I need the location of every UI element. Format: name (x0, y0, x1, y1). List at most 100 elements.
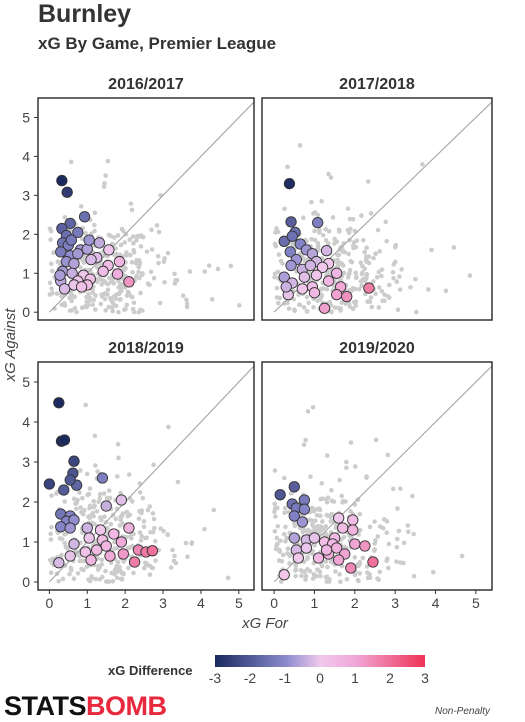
background-point (285, 164, 290, 170)
background-point (138, 538, 144, 543)
background-point (168, 565, 174, 570)
background-point (352, 239, 357, 245)
background-point (51, 250, 56, 256)
data-point (298, 503, 311, 515)
background-point (101, 491, 107, 496)
background-point (87, 513, 93, 519)
panel-title-0: 2016/2017 (108, 76, 184, 93)
background-point (346, 230, 352, 236)
background-point (112, 235, 117, 240)
background-point (128, 201, 134, 206)
y-tick-label: 4 (22, 414, 30, 430)
background-point (312, 237, 318, 243)
background-point (309, 199, 314, 205)
background-point (401, 540, 407, 546)
background-point (150, 565, 156, 571)
background-point (173, 560, 179, 566)
background-point (134, 238, 139, 243)
background-point (162, 256, 167, 261)
background-point (353, 270, 358, 276)
background-point (93, 576, 99, 582)
background-point (324, 453, 330, 458)
background-point (187, 269, 193, 274)
background-point (124, 509, 130, 515)
background-point (352, 555, 358, 560)
background-point (185, 554, 190, 559)
background-point (318, 573, 323, 579)
background-point (49, 493, 54, 498)
background-point (330, 215, 336, 220)
data-point (65, 234, 77, 246)
background-point (272, 501, 278, 507)
data-point (359, 540, 371, 552)
data-point (64, 522, 76, 534)
background-point (341, 270, 347, 276)
background-point (90, 302, 96, 308)
background-point (71, 576, 77, 582)
data-point (97, 265, 109, 277)
background-point (143, 535, 148, 541)
background-point (49, 261, 54, 267)
background-point (297, 143, 303, 148)
background-point (68, 159, 74, 165)
background-point (385, 556, 390, 561)
background-point (73, 506, 79, 512)
background-point (148, 529, 153, 535)
background-point (318, 513, 323, 519)
background-point (311, 304, 316, 310)
background-point (348, 440, 354, 445)
background-point (131, 570, 136, 576)
data-point (61, 186, 73, 198)
background-point (74, 309, 79, 315)
x-tick-label: 3 (159, 595, 167, 611)
background-point (394, 536, 400, 542)
background-point (47, 226, 53, 231)
background-point (356, 532, 361, 537)
data-point (123, 276, 135, 288)
background-point (105, 525, 110, 531)
background-point (288, 491, 294, 496)
background-point (280, 552, 286, 558)
background-point (155, 253, 161, 259)
background-point (99, 562, 105, 567)
data-point (113, 255, 126, 268)
background-point (277, 547, 282, 553)
background-point (322, 532, 328, 538)
background-point (303, 577, 308, 582)
background-point (298, 568, 304, 573)
background-point (105, 287, 111, 293)
background-point (104, 495, 110, 501)
background-point (93, 293, 98, 298)
background-point (314, 507, 319, 512)
background-point (272, 241, 278, 247)
background-point (293, 568, 298, 573)
background-point (276, 252, 282, 257)
background-point (328, 518, 334, 524)
background-point (371, 255, 376, 261)
background-point (377, 249, 382, 254)
background-point (383, 219, 389, 225)
background-point (103, 568, 108, 574)
diagonal-line-2 (48, 365, 255, 583)
background-point (131, 309, 137, 315)
background-point (373, 291, 378, 297)
background-point (313, 527, 318, 532)
background-point (390, 269, 396, 275)
background-point (117, 290, 123, 295)
background-point (172, 271, 177, 277)
background-point (375, 227, 381, 233)
background-point (459, 553, 465, 559)
background-point (300, 256, 306, 261)
data-point (333, 554, 345, 566)
background-point (331, 499, 337, 504)
background-point (282, 301, 287, 306)
background-point (127, 496, 133, 501)
background-point (376, 305, 382, 310)
background-point (80, 511, 86, 517)
legend-tick-label: -2 (244, 670, 257, 686)
background-point (175, 479, 181, 485)
background-point (137, 490, 143, 495)
background-point (359, 283, 364, 289)
background-point (180, 293, 186, 298)
